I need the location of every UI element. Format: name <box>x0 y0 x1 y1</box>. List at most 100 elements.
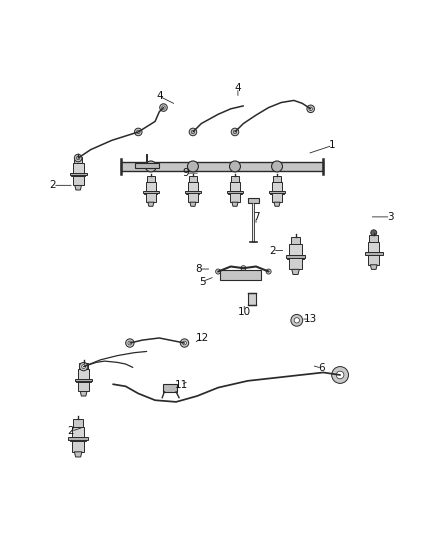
Text: 2: 2 <box>49 180 56 190</box>
Bar <box>146 182 156 191</box>
Circle shape <box>233 130 237 134</box>
Bar <box>76 379 91 382</box>
Bar <box>227 191 243 193</box>
Bar <box>269 191 285 193</box>
Circle shape <box>128 341 132 345</box>
Text: 10: 10 <box>238 307 251 317</box>
Bar <box>289 244 302 255</box>
Circle shape <box>272 161 283 172</box>
Bar <box>291 237 300 244</box>
Circle shape <box>187 161 198 172</box>
Bar <box>187 191 199 194</box>
Text: 5: 5 <box>199 277 205 287</box>
Circle shape <box>74 154 82 162</box>
Circle shape <box>183 341 187 345</box>
Circle shape <box>77 156 80 160</box>
Text: 4: 4 <box>156 91 162 101</box>
Bar <box>78 382 89 392</box>
Circle shape <box>241 265 246 271</box>
Bar <box>188 193 198 202</box>
Text: 3: 3 <box>387 212 394 222</box>
Circle shape <box>309 107 312 110</box>
Circle shape <box>82 365 85 368</box>
Bar <box>366 252 381 255</box>
Bar <box>370 235 378 242</box>
Bar <box>72 441 85 452</box>
Bar <box>231 176 239 182</box>
Circle shape <box>230 161 240 172</box>
Bar <box>145 191 157 194</box>
Bar <box>71 173 85 176</box>
Bar <box>248 198 259 204</box>
Bar <box>368 242 379 252</box>
Bar <box>70 437 86 441</box>
Text: 1: 1 <box>329 140 336 150</box>
Bar <box>78 369 89 379</box>
Text: 6: 6 <box>319 364 325 373</box>
Bar <box>135 163 159 168</box>
Polygon shape <box>75 185 81 190</box>
Bar <box>365 252 382 254</box>
Bar <box>286 255 305 258</box>
Polygon shape <box>148 202 154 206</box>
Text: 4: 4 <box>235 83 241 93</box>
Bar <box>271 191 283 194</box>
Bar <box>73 163 84 173</box>
Circle shape <box>162 106 165 109</box>
Bar <box>220 270 261 280</box>
Bar <box>73 176 84 185</box>
Text: 13: 13 <box>304 314 317 324</box>
Bar <box>70 173 87 175</box>
Bar <box>163 384 177 392</box>
Bar <box>287 255 304 259</box>
Circle shape <box>332 367 349 383</box>
Bar <box>229 191 241 194</box>
Circle shape <box>294 318 300 323</box>
Bar <box>74 419 83 426</box>
Text: 11: 11 <box>174 380 188 390</box>
Circle shape <box>191 130 194 134</box>
Circle shape <box>126 339 134 347</box>
Bar <box>272 193 282 202</box>
Bar <box>143 191 159 193</box>
Circle shape <box>180 339 189 347</box>
Bar <box>368 255 379 265</box>
Circle shape <box>307 105 314 112</box>
Circle shape <box>134 128 142 136</box>
Circle shape <box>215 269 221 274</box>
Polygon shape <box>80 392 87 396</box>
Bar <box>247 293 256 305</box>
Text: 2: 2 <box>68 426 74 437</box>
Bar <box>121 162 323 171</box>
Polygon shape <box>274 202 280 206</box>
Bar <box>273 176 281 182</box>
Circle shape <box>160 104 167 111</box>
Polygon shape <box>74 452 82 457</box>
Text: 8: 8 <box>195 264 202 274</box>
Polygon shape <box>371 265 377 269</box>
Bar <box>75 379 92 382</box>
Polygon shape <box>190 202 196 206</box>
Polygon shape <box>232 202 238 206</box>
Bar <box>74 157 82 163</box>
Bar <box>189 176 197 182</box>
Circle shape <box>145 161 156 172</box>
Polygon shape <box>292 269 299 274</box>
Text: 12: 12 <box>195 333 209 343</box>
Bar <box>68 438 88 440</box>
Circle shape <box>231 128 239 136</box>
Circle shape <box>79 362 88 371</box>
Bar <box>79 362 88 369</box>
Text: 7: 7 <box>253 212 259 222</box>
Circle shape <box>266 269 271 274</box>
Text: 2: 2 <box>269 246 276 255</box>
Bar <box>289 259 302 269</box>
Bar <box>272 182 282 191</box>
Text: 9: 9 <box>182 168 189 178</box>
Circle shape <box>371 230 377 236</box>
Circle shape <box>336 371 344 379</box>
Bar <box>185 191 201 193</box>
Bar <box>72 426 85 438</box>
Bar <box>147 176 155 182</box>
Bar <box>188 182 198 191</box>
